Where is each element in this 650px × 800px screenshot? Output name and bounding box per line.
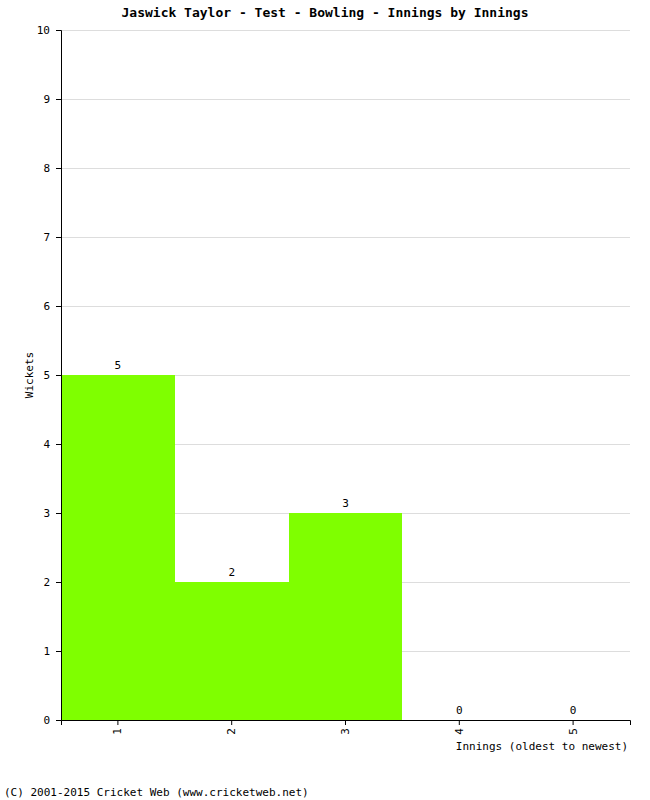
y-tick-mark (56, 651, 61, 652)
y-tick: 3 (43, 507, 61, 520)
footer: (C) 2001-2015 Cricket Web (www.cricketwe… (4, 786, 309, 799)
x-tick: 1 (111, 720, 124, 735)
y-tick-mark (56, 237, 61, 238)
title: Jaswick Taylor - Test - Bowling - Inning… (122, 5, 529, 20)
data-label: 0 (570, 704, 577, 717)
bar (61, 375, 175, 720)
y-tick-label: 4 (43, 438, 50, 451)
bar (402, 720, 516, 721)
x-tick-mark (231, 720, 232, 725)
x-axis-title: Innings (oldest to newest) (456, 740, 628, 753)
y-tick: 2 (43, 576, 61, 589)
chart: 0 1 2 3 4 5 6 7 8 9 10 1 2 3 4 5 5 2 3 0 0 Jaswick Taylor - T… (0, 0, 650, 800)
y-tick-mark (56, 513, 61, 514)
y-tick-label: 1 (43, 645, 50, 658)
grid-line (61, 30, 630, 31)
y-tick: 7 (43, 231, 61, 244)
y-tick-label: 10 (37, 24, 50, 37)
x-tick-label: 4 (453, 728, 466, 735)
grid-line (61, 306, 630, 307)
y-tick: 8 (43, 162, 61, 175)
grid-line (61, 237, 630, 238)
y-tick-label: 8 (43, 162, 50, 175)
x-axis-line (62, 721, 631, 726)
y-axis: 0 1 2 3 4 5 6 7 8 9 10 (37, 24, 62, 727)
bars (61, 375, 402, 720)
data-label: 3 (342, 497, 349, 510)
x-tick: 2 (225, 720, 238, 735)
x-tick-label: 1 (111, 728, 124, 735)
y-tick: 5 (43, 369, 61, 382)
x-tick-mark (117, 720, 118, 725)
x-axis: 1 2 3 4 5 (62, 720, 631, 735)
y-tick-label: 5 (43, 369, 50, 382)
bar (175, 582, 289, 720)
y-tick-mark (56, 30, 61, 31)
x-tick: 3 (339, 720, 352, 735)
y-tick-mark (56, 99, 61, 100)
y-tick-mark (56, 306, 61, 307)
y-axis-title: Wickets (23, 352, 36, 398)
y-tick: 9 (43, 93, 61, 106)
y-tick: 6 (43, 300, 61, 313)
y-tick-label: 0 (43, 714, 50, 727)
y-tick-mark (56, 444, 61, 445)
x-tick: 5 (567, 720, 580, 735)
data-label: 0 (456, 704, 463, 717)
x-tick-mark (573, 720, 574, 725)
x-tick-label: 2 (225, 728, 238, 735)
x-tick-mark (459, 720, 460, 725)
x-tick-mark (345, 720, 346, 725)
x-tick-label: 3 (339, 728, 352, 735)
bar (289, 513, 403, 720)
y-axis-line (56, 31, 62, 721)
y-tick-mark (56, 720, 61, 721)
grid-line (61, 168, 630, 169)
y-tick-label: 3 (43, 507, 50, 520)
y-tick: 0 (43, 714, 61, 727)
data-label: 5 (115, 359, 122, 372)
y-tick-mark (56, 168, 61, 169)
y-tick-label: 7 (43, 231, 50, 244)
grid (61, 30, 630, 720)
y-tick-mark (56, 582, 61, 583)
y-tick: 1 (43, 645, 61, 658)
y-tick: 4 (43, 438, 61, 451)
grid-line (61, 99, 630, 100)
data-labels: 5 2 3 0 0 (115, 359, 577, 717)
annotations: (C) 2001-2015 Cricket Web (www.cricketwe… (4, 786, 309, 799)
y-tick-label: 2 (43, 576, 50, 589)
y-tick-mark (56, 375, 61, 376)
x-tick: 4 (453, 720, 466, 735)
y-tick-label: 9 (43, 93, 50, 106)
x-tick-label: 5 (567, 728, 580, 735)
data-label: 2 (228, 566, 235, 579)
bar (516, 720, 630, 721)
y-tick-label: 6 (43, 300, 50, 313)
y-tick: 10 (37, 24, 61, 37)
